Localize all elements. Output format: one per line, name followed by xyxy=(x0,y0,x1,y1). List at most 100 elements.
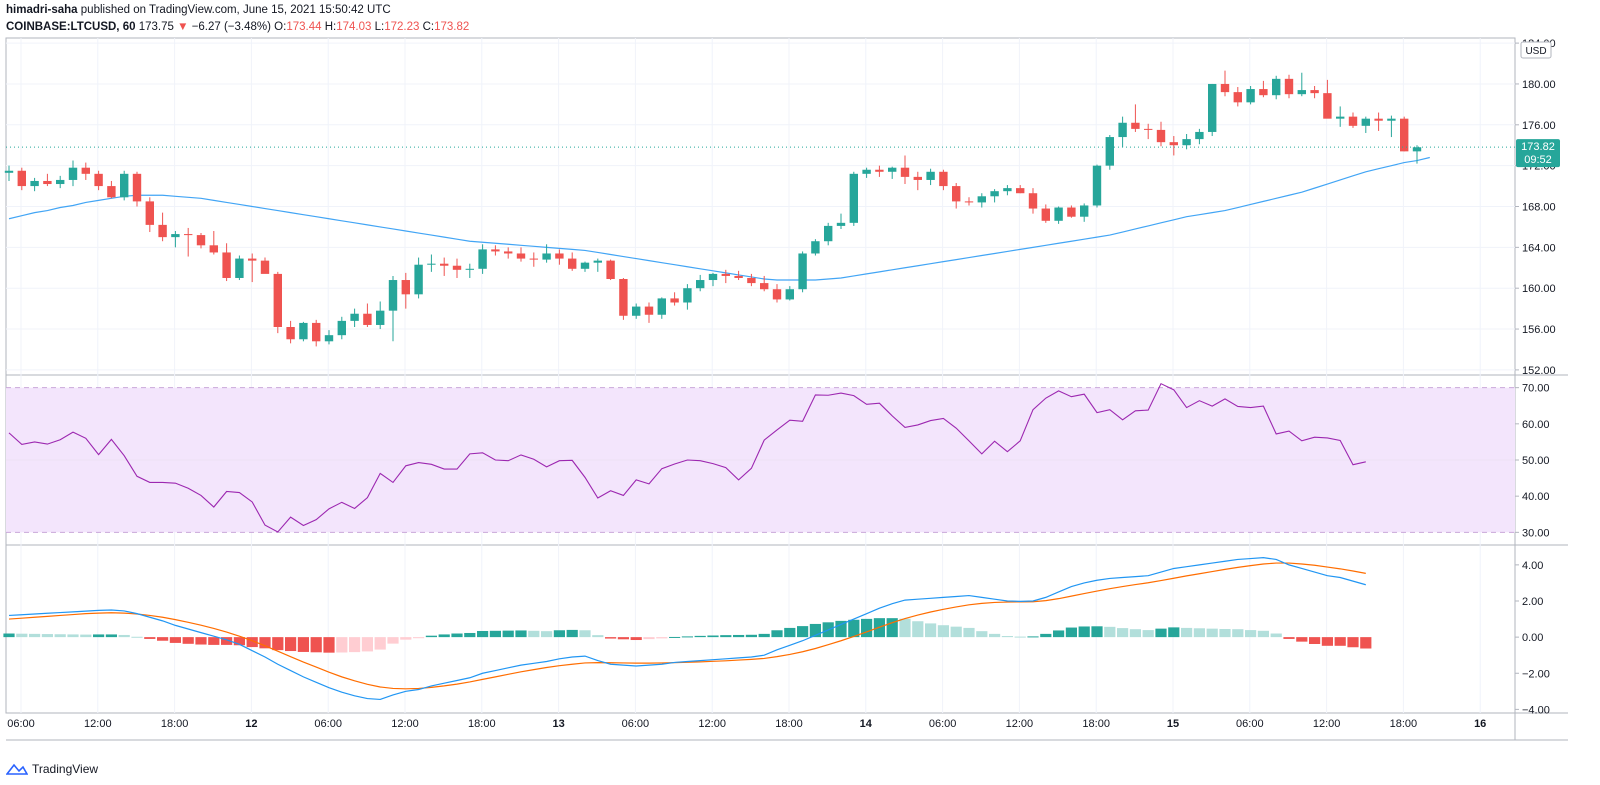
price-tick-label: 180.00 xyxy=(1522,79,1556,91)
macd-histogram-bar xyxy=(1014,636,1026,638)
candle-down xyxy=(222,252,231,278)
candle-up xyxy=(798,253,807,290)
currency-badge[interactable] xyxy=(1520,41,1552,59)
macd-histogram-bar xyxy=(285,637,297,652)
macd-histogram-bar xyxy=(1206,628,1218,638)
candle-down xyxy=(529,258,538,260)
macd-histogram-bar xyxy=(515,630,527,638)
candle-up xyxy=(824,225,833,242)
macd-tick-label: −4.00 xyxy=(1522,704,1550,716)
x-tick-label: 18:00 xyxy=(1082,718,1110,730)
author-name[interactable]: himadri-saha xyxy=(6,4,78,16)
macd-histogram-bar xyxy=(784,627,796,638)
macd-histogram-bar xyxy=(861,618,873,638)
x-tick-label: 06:00 xyxy=(314,718,342,730)
price-tick-label: 168.00 xyxy=(1522,202,1556,214)
macd-histogram-bar xyxy=(169,637,181,643)
macd-histogram-bar xyxy=(694,635,706,638)
macd-histogram-bar xyxy=(464,632,476,638)
candle-up xyxy=(414,264,423,295)
macd-signal-line xyxy=(8,562,1366,690)
x-tick-label: 06:00 xyxy=(622,718,650,730)
candle-down xyxy=(363,313,372,325)
macd-histogram-bar xyxy=(413,637,425,639)
candle-down xyxy=(734,275,743,278)
candle-up xyxy=(542,253,551,260)
x-tick-label: 12:00 xyxy=(1006,718,1034,730)
candle-down xyxy=(1259,89,1268,96)
candle-down xyxy=(248,258,257,261)
tradingview-footer[interactable]: TradingView xyxy=(6,762,98,776)
candle-up xyxy=(696,280,705,289)
candle-up xyxy=(1208,83,1217,132)
x-tick-label: 13 xyxy=(552,718,564,730)
macd-histogram-bar xyxy=(976,631,988,638)
chart-header: himadri-saha published on TradingView.co… xyxy=(6,2,469,36)
candle-up xyxy=(1105,137,1114,166)
last-price-badge xyxy=(1516,139,1560,168)
macd-histogram-bar xyxy=(3,633,15,638)
macd-histogram-bar xyxy=(1155,628,1167,638)
candle-down xyxy=(43,180,52,185)
candle-down xyxy=(107,186,116,198)
macd-histogram-bar xyxy=(1347,637,1359,648)
macd-histogram-bar xyxy=(1270,633,1282,638)
macd-histogram-bar xyxy=(489,630,501,638)
macd-histogram-bar xyxy=(297,637,309,652)
candle-up xyxy=(1080,205,1089,217)
macd-histogram-bar xyxy=(93,634,105,638)
macd-tick-label: 4.00 xyxy=(1522,560,1543,572)
moving-average-line xyxy=(8,156,1430,281)
bar-countdown-label: 09:52 xyxy=(1524,154,1552,166)
macd-histogram-bar xyxy=(157,637,169,641)
candle-down xyxy=(644,306,654,315)
close-value: 173.82 xyxy=(434,21,470,33)
candle-up xyxy=(657,298,666,315)
candle-down xyxy=(1041,208,1050,221)
macd-histogram-bar xyxy=(233,637,245,646)
candle-down xyxy=(1323,93,1332,119)
macd-histogram-bar xyxy=(592,635,604,638)
candle-down xyxy=(1220,83,1230,93)
macd-histogram-bar xyxy=(1296,637,1308,642)
macd-histogram-bar xyxy=(400,637,412,640)
candle-up xyxy=(388,280,398,311)
macd-histogram-bar xyxy=(336,637,348,653)
macd-histogram-bar xyxy=(553,630,565,638)
candle-down xyxy=(1144,128,1153,130)
last-price: 173.75 xyxy=(138,21,174,33)
rsi-line xyxy=(8,382,1366,533)
macd-histogram-bar xyxy=(681,636,693,638)
candle-down xyxy=(273,273,282,328)
candle-up xyxy=(299,322,308,340)
candle-down xyxy=(1156,129,1166,143)
macd-tick-label: 0.00 xyxy=(1522,632,1543,644)
macd-histogram-bar xyxy=(1104,626,1116,638)
rsi-tick-label: 30.00 xyxy=(1522,527,1550,539)
open-label: O: xyxy=(274,21,287,33)
candle-up xyxy=(1118,122,1127,138)
price-tick-label: 176.00 xyxy=(1522,120,1556,132)
macd-histogram-bar xyxy=(105,634,117,638)
macd-histogram-bar xyxy=(707,635,719,638)
candle-down xyxy=(1284,78,1294,95)
price-tick-label: 164.00 xyxy=(1522,242,1556,254)
candle-down xyxy=(1310,90,1319,94)
macd-histogram-bar xyxy=(438,634,450,638)
candle-up xyxy=(235,258,244,278)
candle-down xyxy=(900,167,910,177)
macd-histogram-bar xyxy=(886,618,898,638)
candle-down xyxy=(772,289,782,300)
candle-up xyxy=(171,234,180,238)
macd-histogram-bar xyxy=(451,633,463,638)
candle-up xyxy=(849,173,858,223)
macd-histogram-bar xyxy=(745,634,757,638)
candle-down xyxy=(81,167,90,174)
price-tick-label: 160.00 xyxy=(1522,283,1556,295)
macd-histogram-bar xyxy=(118,634,130,638)
macd-histogram-bar xyxy=(733,634,745,638)
candle-up xyxy=(1182,139,1191,146)
macd-histogram-bar xyxy=(528,630,540,638)
macd-histogram-bar xyxy=(1142,630,1154,638)
